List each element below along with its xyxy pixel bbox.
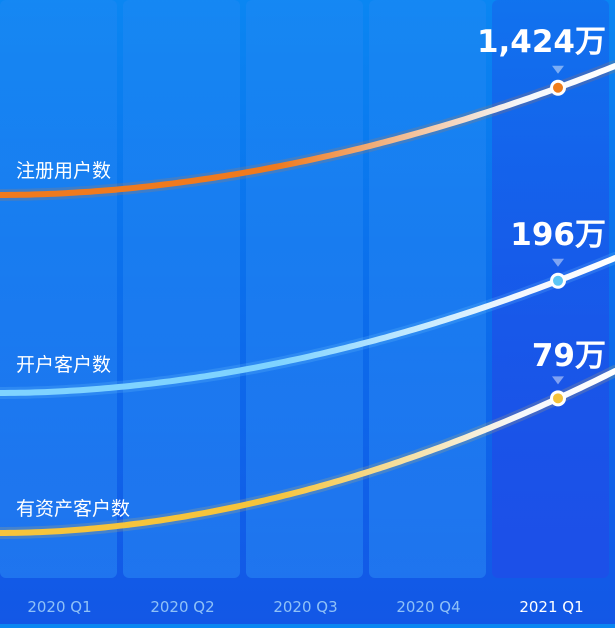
column-2020-q3 (246, 0, 363, 578)
data-label: 1,424万 (477, 24, 606, 60)
quarter-columns (0, 0, 609, 578)
data-point-marker (553, 393, 563, 404)
series-name-label: 注册用户数 (16, 160, 111, 182)
data-point-marker (553, 82, 563, 93)
series-lines (0, 60, 615, 539)
series-line (0, 255, 615, 396)
data-label: 79万 (532, 338, 606, 374)
column-2020-q1 (0, 0, 117, 578)
x-tick-label: 2020 Q4 (396, 598, 460, 616)
x-tick-label: 2020 Q1 (27, 598, 91, 616)
x-axis-ticks: 2020 Q1 2020 Q2 2020 Q3 2020 Q4 2021 Q1 (27, 598, 583, 616)
series-name-label: 有资产客户数 (16, 498, 130, 520)
series-name-label: 开户客户数 (16, 354, 111, 376)
final-markers: 1,424万 196万 79万 (477, 24, 606, 407)
data-label: 196万 (510, 217, 606, 253)
column-2020-q2 (123, 0, 240, 578)
column-2020-q4 (369, 0, 486, 578)
series-line (0, 368, 615, 536)
x-tick-label: 2020 Q3 (273, 598, 337, 616)
marker-pointer (552, 65, 564, 74)
column-2021-q1 (492, 0, 609, 578)
x-tick-label: 2020 Q2 (150, 598, 214, 616)
x-tick-label: 2021 Q1 (519, 598, 583, 616)
marker-pointer (552, 376, 564, 385)
series-line (0, 63, 615, 198)
marker-pointer (552, 258, 564, 267)
data-point-marker (553, 275, 563, 286)
